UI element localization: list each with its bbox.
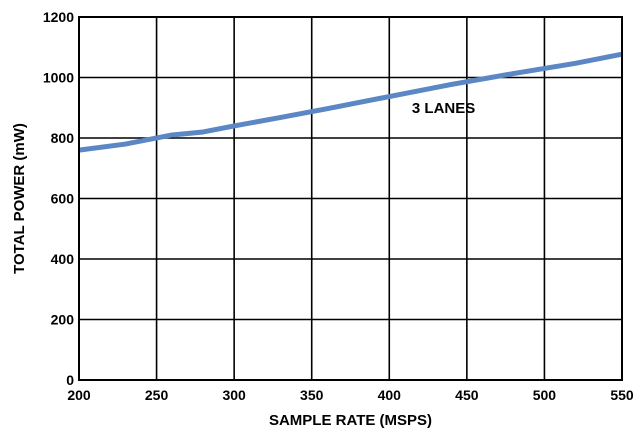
annotations: 3 LANES [412,100,475,117]
x-tick-label: 550 [610,387,634,403]
y-tick-label: 800 [51,130,75,146]
x-tick-label: 500 [533,387,557,403]
y-tick-label: 600 [51,191,75,207]
x-tick-labels: 200 250 300 350 400 450 500 550 [67,387,634,403]
series-line-0 [78,51,623,153]
y-tick-label: 1000 [43,70,74,86]
x-tick-label: 300 [222,387,246,403]
y-tick-labels: 0 200 400 600 800 1000 1200 [43,9,74,388]
series-annotation: 3 LANES [412,100,475,117]
x-tick-label: 450 [455,387,479,403]
y-tick-label: 0 [66,372,74,388]
grid [79,17,622,380]
y-axis-title: TOTAL POWER (mW) [11,123,28,274]
y-tick-label: 400 [51,251,75,267]
x-tick-label: 350 [300,387,324,403]
x-tick-label: 400 [378,387,402,403]
y-tick-label: 200 [51,312,75,328]
y-tick-label: 1200 [43,9,74,25]
x-tick-label: 250 [145,387,169,403]
plot-frame [78,16,623,381]
x-tick-label: 200 [67,387,91,403]
series-group [78,51,623,153]
x-axis-title: SAMPLE RATE (MSPS) [269,412,432,429]
